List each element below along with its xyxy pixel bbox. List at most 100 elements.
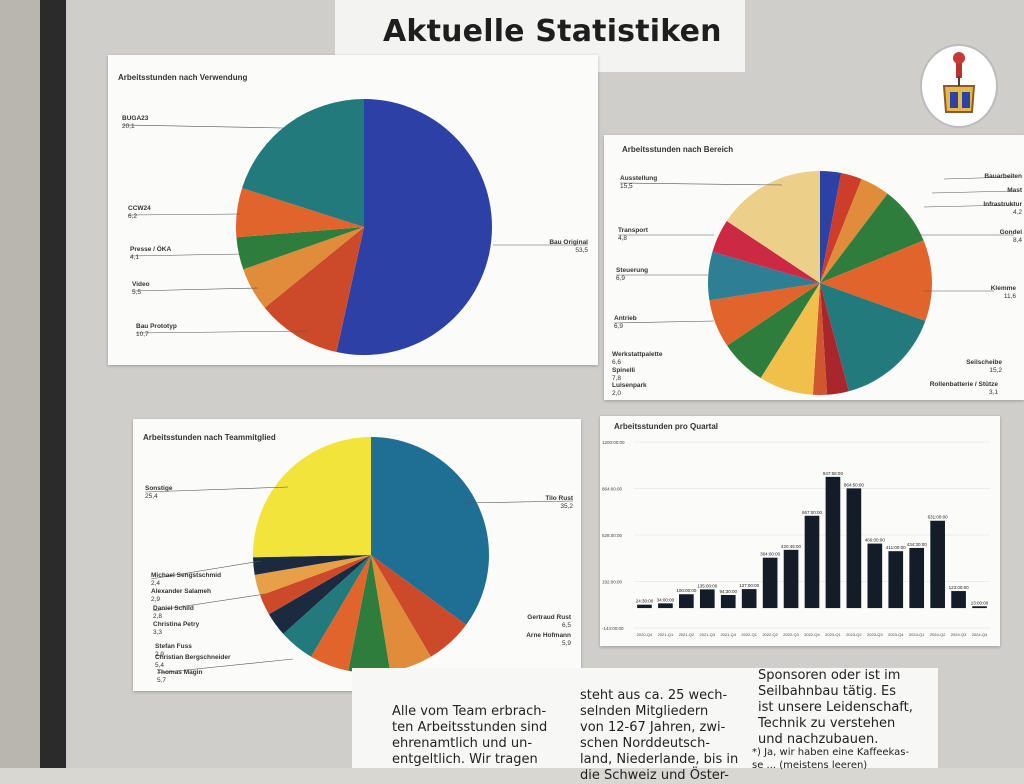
slice-label: Antrieb 6,9 [614, 315, 637, 330]
data-label: 24:30:00 [636, 599, 654, 604]
x-tick-label: 2024-Q3 [951, 632, 967, 637]
bar-2022-q4 [804, 515, 820, 609]
slice-label: Christina Petry 3,3 [153, 621, 200, 636]
slice-label: Michael Sengstschmid 2,4 [151, 572, 222, 587]
text-col3-line: Seilbahnbau tätig. Es [758, 684, 897, 699]
slice-label: Spinelli 7,8 [612, 367, 636, 382]
slice-label: Mast [1007, 187, 1022, 194]
chart-title: Arbeitsstunden nach Bereich [622, 145, 734, 154]
text-col2-line: land, Niederlande, bis in [580, 752, 739, 767]
page-title: Aktuelle Statistiken [383, 14, 722, 49]
pie-slice-mast [820, 173, 862, 283]
data-label: 123:00:00 [949, 585, 970, 590]
leader-line [131, 287, 259, 292]
data-label: 434:30:00 [907, 542, 928, 547]
slice-label: Bau Original 53,5 [549, 239, 588, 254]
slice-label: Daniel Schild 2,8 [153, 605, 194, 620]
slice-label: Thomas Magin 5,7 [157, 669, 203, 684]
pie-slice-video [243, 227, 364, 308]
pie-slice-christian-bergschneider [311, 555, 371, 671]
x-tick-label: 2020-Q4 [637, 632, 653, 637]
pie-slice-bauarbeiten [820, 171, 842, 283]
text-col1-line: entgeltlich. Wir tragen [392, 752, 538, 767]
pie-slice-luisenpark [812, 283, 828, 395]
data-label: 864:50:00 [844, 482, 865, 487]
slice-label: Alexander Salameh 2,9 [151, 588, 211, 603]
x-tick-label: 2021-Q2 [679, 632, 695, 637]
bar-2024-q4 [972, 606, 987, 609]
pie-slice-infrastruktur [820, 179, 888, 283]
x-tick-label: 2023-Q2 [846, 632, 862, 637]
x-tick-label: 2021-Q1 [658, 632, 674, 637]
chart-area-sheet: Arbeitsstunden nach Bereich Ausstellung 1… [604, 135, 1024, 400]
text-col3-line: Sponsoren oder ist im [758, 668, 901, 683]
slice-label: Steuerung 6,9 [616, 267, 649, 282]
chart-usage-sheet: Arbeitsstunden nach Verwendung BUGA23 20,… [108, 55, 598, 365]
slice-label: Ausstellung 15,5 [620, 175, 658, 190]
pie-slice-ccw24 [236, 188, 364, 238]
data-label: 411:00:00 [886, 545, 906, 550]
slice-label: Bauarbeiten [984, 173, 1022, 180]
text-col1-line: ten Arbeitsstunden sind [392, 720, 548, 735]
data-label: 94:30:00 [719, 589, 737, 594]
leader-line [135, 330, 309, 334]
slice-label: Tilo Rust 35,2 [545, 495, 573, 510]
data-label: 13:00:00 [971, 600, 989, 605]
chart-title: Arbeitsstunden nach Verwendung [118, 73, 248, 82]
chart-team-sheet: Arbeitsstunden nach Teammitglied Sonstig… [133, 419, 581, 691]
data-label: 466:00:00 [865, 538, 886, 543]
pie-slice-daniel-schild [260, 555, 371, 615]
data-label: 100:00:00 [676, 588, 697, 593]
pie-slice-arne-hofmann [371, 555, 431, 672]
bar-2021-q3 [699, 589, 715, 609]
chart-title: Arbeitsstunden pro Quartal [614, 422, 719, 431]
leader-line [923, 204, 1015, 208]
x-tick-label: 2022-Q4 [804, 632, 820, 637]
text-column-3: Sponsoren oder ist im Seilbahnbau tätig. … [758, 668, 938, 748]
cable-car-logo-icon [920, 44, 998, 128]
data-label: 947:58:00 [823, 471, 844, 476]
bar-2021-q1 [658, 603, 673, 609]
slice-label: Sonstige 25,4 [145, 485, 173, 500]
text-column-2: steht aus ca. 25 wech-selnden Mitglieder… [580, 688, 750, 784]
pie-slice-michael-sengstschmid [253, 555, 371, 575]
x-tick-label: 2022-Q3 [783, 632, 799, 637]
slice-label: BUGA23 20,1 [122, 115, 149, 130]
leader-line [931, 190, 1015, 194]
slice-label: Werkstattpalette 6,6 [612, 351, 663, 366]
slice-label: Bau Prototyp 10,7 [136, 323, 177, 338]
x-tick-label: 2021-Q3 [700, 632, 716, 637]
text-col2-line: die Schweiz und Öster- [580, 768, 729, 783]
y-tick-label: 864:00:00 [602, 487, 623, 492]
data-label: 667:00:00 [802, 510, 823, 515]
slice-label: Arne Hofmann 5,9 [526, 632, 571, 647]
bar-2021-q2 [679, 594, 694, 609]
slice-label: Transport 4,8 [618, 227, 648, 242]
y-tick-label: 192:00:00 [602, 580, 623, 585]
leader-line [156, 658, 294, 674]
bar-2024-q1 [909, 547, 925, 609]
data-label: 364:00:00 [760, 552, 781, 557]
text-col2-line: von 12-67 Jahren, zwi- [580, 720, 726, 735]
x-tick-label: 2022-Q1 [741, 632, 757, 637]
bar-2022-q3 [783, 549, 799, 609]
data-label: 631:00:00 [928, 515, 949, 520]
x-tick-label: 2024-Q1 [909, 632, 925, 637]
bar-2022-q1 [741, 589, 757, 609]
slice-label: Presse / ÖKA 4,1 [130, 246, 172, 261]
leader-line [619, 182, 783, 186]
y-tick-label: -144:00:00 [602, 626, 624, 631]
slice-label: Gertraud Rust 6,5 [527, 614, 571, 629]
data-label: 135:00:00 [697, 583, 718, 588]
bar-2023-q4 [888, 551, 904, 609]
x-tick-label: 2024-Q2 [930, 632, 946, 637]
text-col2-line: schen Norddeutsch- [580, 736, 711, 751]
footnote-line: *) Ja, wir haben eine Kaffeekas- [752, 747, 910, 758]
info-text-panel: Alle vom Team erbrach-ten Arbeitsstunden… [352, 668, 938, 783]
pie-slice-presse-ka [236, 227, 364, 270]
leader-line [144, 486, 289, 493]
bar-2023-q3 [867, 543, 883, 609]
pie-slice-stefan-fuss [283, 555, 371, 657]
bar-2020-q4 [637, 604, 652, 609]
text-col2-line: selnden Mitgliedern [580, 704, 709, 719]
